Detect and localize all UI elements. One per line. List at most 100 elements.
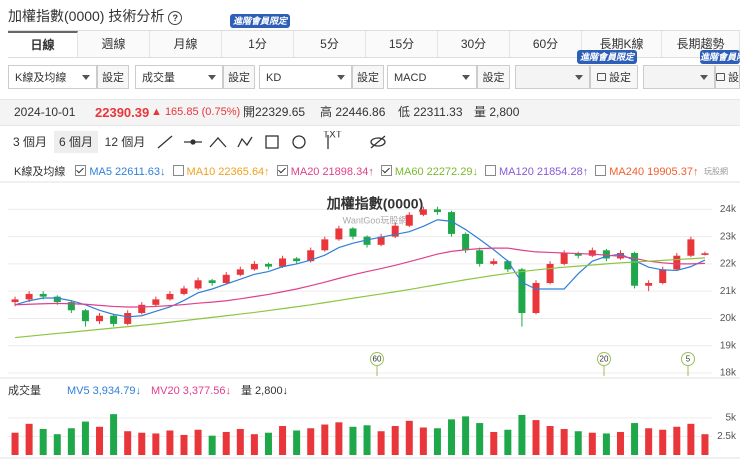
select[interactable]: MACD — [387, 65, 477, 89]
legend-name: MA120 — [498, 166, 534, 178]
candle-body — [391, 225, 399, 237]
button-text: 設定 — [228, 72, 250, 84]
candle-body — [504, 261, 512, 270]
candle-body — [602, 250, 610, 259]
settings-button[interactable]: 設定 — [223, 65, 255, 89]
legend-name: MA240 — [609, 166, 645, 178]
event-marker — [681, 352, 695, 366]
select[interactable]: K線及均線 — [8, 65, 97, 89]
range-button[interactable]: 12 個月 — [104, 135, 146, 149]
candle-body — [701, 253, 709, 255]
event-marker — [370, 352, 384, 366]
volume-bar — [81, 421, 89, 455]
range-button[interactable]: 3 個月 — [12, 135, 47, 149]
candle-body — [124, 313, 132, 324]
legend-item[interactable]: MA120 21854.28↑ — [484, 165, 588, 178]
volume-bar — [124, 431, 132, 455]
volume-bar — [588, 432, 596, 455]
y-tick-label: 22k — [720, 259, 737, 270]
member-badge: 進階會員限定 — [577, 50, 637, 64]
candle-body — [532, 283, 540, 313]
legend-item[interactable]: MA10 22365.64↑ — [172, 165, 270, 178]
lock-icon — [716, 73, 725, 81]
legend-value: 3,377.56↓ — [182, 385, 232, 397]
y-tick-label: 5k — [725, 412, 737, 423]
candle-body — [631, 253, 639, 286]
candle-body — [279, 258, 287, 267]
volume-bar — [110, 414, 118, 455]
tab[interactable]: 15分 — [366, 31, 438, 57]
volume-bar — [701, 434, 709, 455]
volume-bar — [462, 416, 470, 455]
volume-bar — [673, 426, 681, 455]
settings-button[interactable]: 設定 — [352, 65, 384, 89]
legend-item[interactable]: MA240 19905.37↑ — [595, 165, 699, 178]
volume-bar — [645, 428, 653, 455]
select[interactable]: 成交量 — [135, 65, 223, 89]
legend-item[interactable]: MA5 22611.63↓ — [75, 165, 166, 178]
ma-line — [14, 257, 705, 339]
button-text: 設定 — [482, 72, 505, 84]
legend-value: 22272.29↓ — [426, 166, 478, 178]
drawing-tools[interactable]: TXT — [150, 131, 400, 153]
candle-body — [560, 253, 568, 264]
tab[interactable]: 30分 — [438, 31, 510, 57]
button-text: 設定 — [609, 72, 631, 84]
select[interactable]: KD — [259, 65, 352, 89]
candle-body — [673, 255, 681, 270]
select[interactable] — [515, 65, 590, 89]
candle-body — [490, 261, 498, 264]
candle-body — [166, 293, 174, 300]
quote-price: 22390.39 — [95, 105, 150, 120]
volume-bar — [616, 431, 624, 455]
range-button[interactable]: 6 個月 — [54, 131, 98, 153]
volume-legend: 成交量 MV5 3,934.79↓ MV20 3,377.56↓ 量 2,800↓ — [8, 382, 298, 398]
legend-name: MA60 — [394, 166, 424, 178]
ma-legend: K線及均線 MA5 22611.63↓ MA10 22365.64↑ MA20 21898.… — [14, 163, 705, 179]
candle-body — [152, 299, 160, 305]
legend-title: 成交量 — [8, 385, 41, 397]
select[interactable] — [643, 65, 715, 89]
volume-bar — [490, 431, 498, 455]
candle-body — [25, 293, 33, 300]
quote-volume: 量 2,800 — [474, 105, 520, 119]
candle-body — [236, 269, 244, 275]
candle-body — [645, 283, 653, 286]
settings-button[interactable]: 設定 — [590, 65, 638, 89]
volume-bar — [236, 429, 244, 455]
candle-body — [518, 269, 526, 313]
candle-body — [264, 263, 272, 267]
tab[interactable]: 60分 — [510, 31, 582, 57]
settings-button[interactable]: 設定 — [97, 65, 129, 89]
help-icon[interactable]: ? — [168, 11, 183, 25]
legend-item[interactable]: MA60 22272.29↓ — [380, 165, 478, 178]
button-text: 設定 — [357, 72, 379, 84]
y-tick-label: 19k — [720, 340, 737, 351]
tab[interactable]: 1分 — [222, 31, 294, 57]
y-tick-label: 20k — [720, 313, 737, 324]
volume-bar — [67, 428, 75, 455]
ma-line — [14, 219, 706, 318]
tab[interactable]: 週線 — [78, 31, 150, 57]
legend-value: 19905.37↑ — [647, 166, 699, 178]
candle-body — [208, 280, 216, 283]
ma-line — [15, 247, 705, 308]
volume-bar — [349, 426, 357, 455]
candle-body — [448, 212, 456, 234]
checkbox — [276, 165, 288, 176]
tab[interactable]: 日線 — [8, 31, 78, 57]
quote-date: 2024-10-01 — [14, 105, 76, 119]
settings-button[interactable]: 設定 — [477, 65, 510, 89]
checkbox — [380, 165, 392, 176]
volume-bar — [476, 423, 484, 455]
tab[interactable]: 5分 — [294, 31, 366, 57]
candle-body — [194, 280, 202, 289]
tab[interactable]: 月線 — [150, 31, 222, 57]
quote-change: ▲ 165.85 (0.75%) — [151, 106, 241, 118]
legend-name: MA20 — [290, 166, 320, 178]
legend-item[interactable]: MA20 21898.34↑ — [276, 165, 374, 178]
settings-button[interactable]: 設定 — [715, 65, 740, 89]
volume-bar — [391, 426, 399, 455]
volume-bar — [546, 426, 554, 455]
volume-bar — [307, 428, 315, 455]
